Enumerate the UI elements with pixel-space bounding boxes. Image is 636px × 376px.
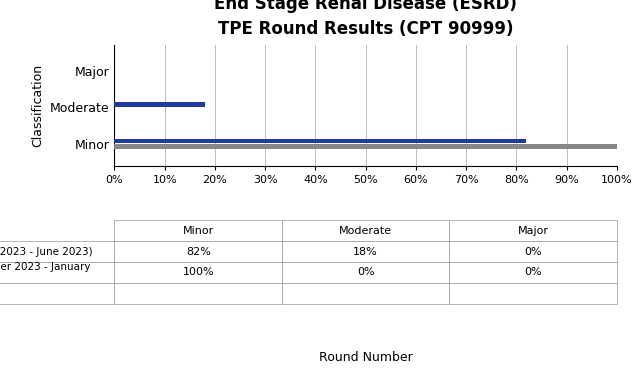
Bar [114, 102, 205, 107]
Text: Round Number: Round Number [319, 351, 413, 364]
Bar [114, 139, 527, 143]
Y-axis label: Classification: Classification [31, 64, 45, 147]
Title: End Stage Renal Disease (ESRD)
TPE Round Results (CPT 90999): End Stage Renal Disease (ESRD) TPE Round… [214, 0, 517, 38]
Bar [114, 144, 617, 149]
